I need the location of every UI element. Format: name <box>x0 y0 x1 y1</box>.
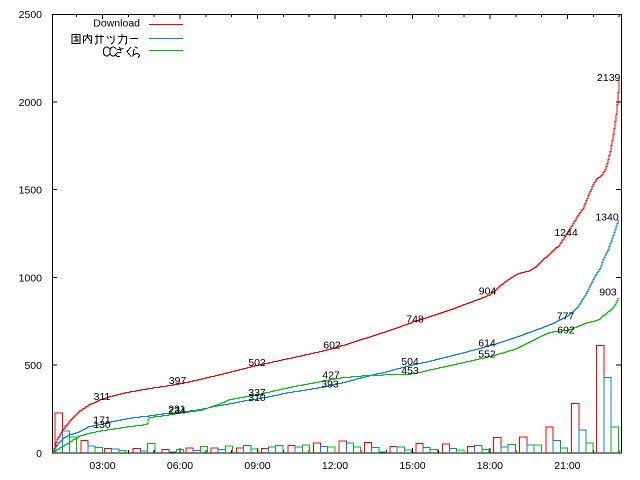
svg-text:171: 171 <box>93 415 111 427</box>
svg-text:552: 552 <box>478 349 496 361</box>
svg-text:748: 748 <box>406 313 424 325</box>
svg-text:1500: 1500 <box>19 185 43 197</box>
svg-text:602: 602 <box>323 339 341 351</box>
svg-text:502: 502 <box>248 357 266 369</box>
svg-text:1340: 1340 <box>595 212 619 224</box>
svg-text:03:00: 03:00 <box>89 460 115 472</box>
svg-text:231: 231 <box>168 404 186 416</box>
svg-text:427: 427 <box>322 370 340 382</box>
svg-text:2500: 2500 <box>19 9 43 21</box>
svg-text:904: 904 <box>479 286 497 298</box>
svg-text:614: 614 <box>478 338 496 350</box>
svg-text:0: 0 <box>36 448 42 460</box>
svg-text:2139: 2139 <box>597 72 621 84</box>
svg-text:692: 692 <box>557 325 575 337</box>
svg-text:12:00: 12:00 <box>322 460 348 472</box>
svg-text:234: 234 <box>168 405 186 417</box>
svg-text:1244: 1244 <box>554 227 578 239</box>
svg-text:397: 397 <box>169 375 187 387</box>
svg-text:Download: Download <box>93 18 140 30</box>
svg-text:1000: 1000 <box>19 272 43 284</box>
svg-text:130: 130 <box>93 419 111 431</box>
svg-text:337: 337 <box>248 387 266 399</box>
svg-text:311: 311 <box>94 391 111 403</box>
svg-text:310: 310 <box>248 392 266 404</box>
svg-text:06:00: 06:00 <box>167 460 193 472</box>
svg-text:21:00: 21:00 <box>554 460 580 472</box>
svg-text:393: 393 <box>321 379 339 391</box>
svg-text:09:00: 09:00 <box>244 460 270 472</box>
svg-text:453: 453 <box>401 365 419 377</box>
svg-text:15:00: 15:00 <box>399 460 425 472</box>
svg-text:500: 500 <box>24 360 42 372</box>
svg-text:18:00: 18:00 <box>477 460 503 472</box>
svg-text:2000: 2000 <box>19 97 43 109</box>
svg-text:903: 903 <box>599 287 617 299</box>
svg-text:777: 777 <box>557 311 575 323</box>
svg-text:504: 504 <box>401 356 419 368</box>
